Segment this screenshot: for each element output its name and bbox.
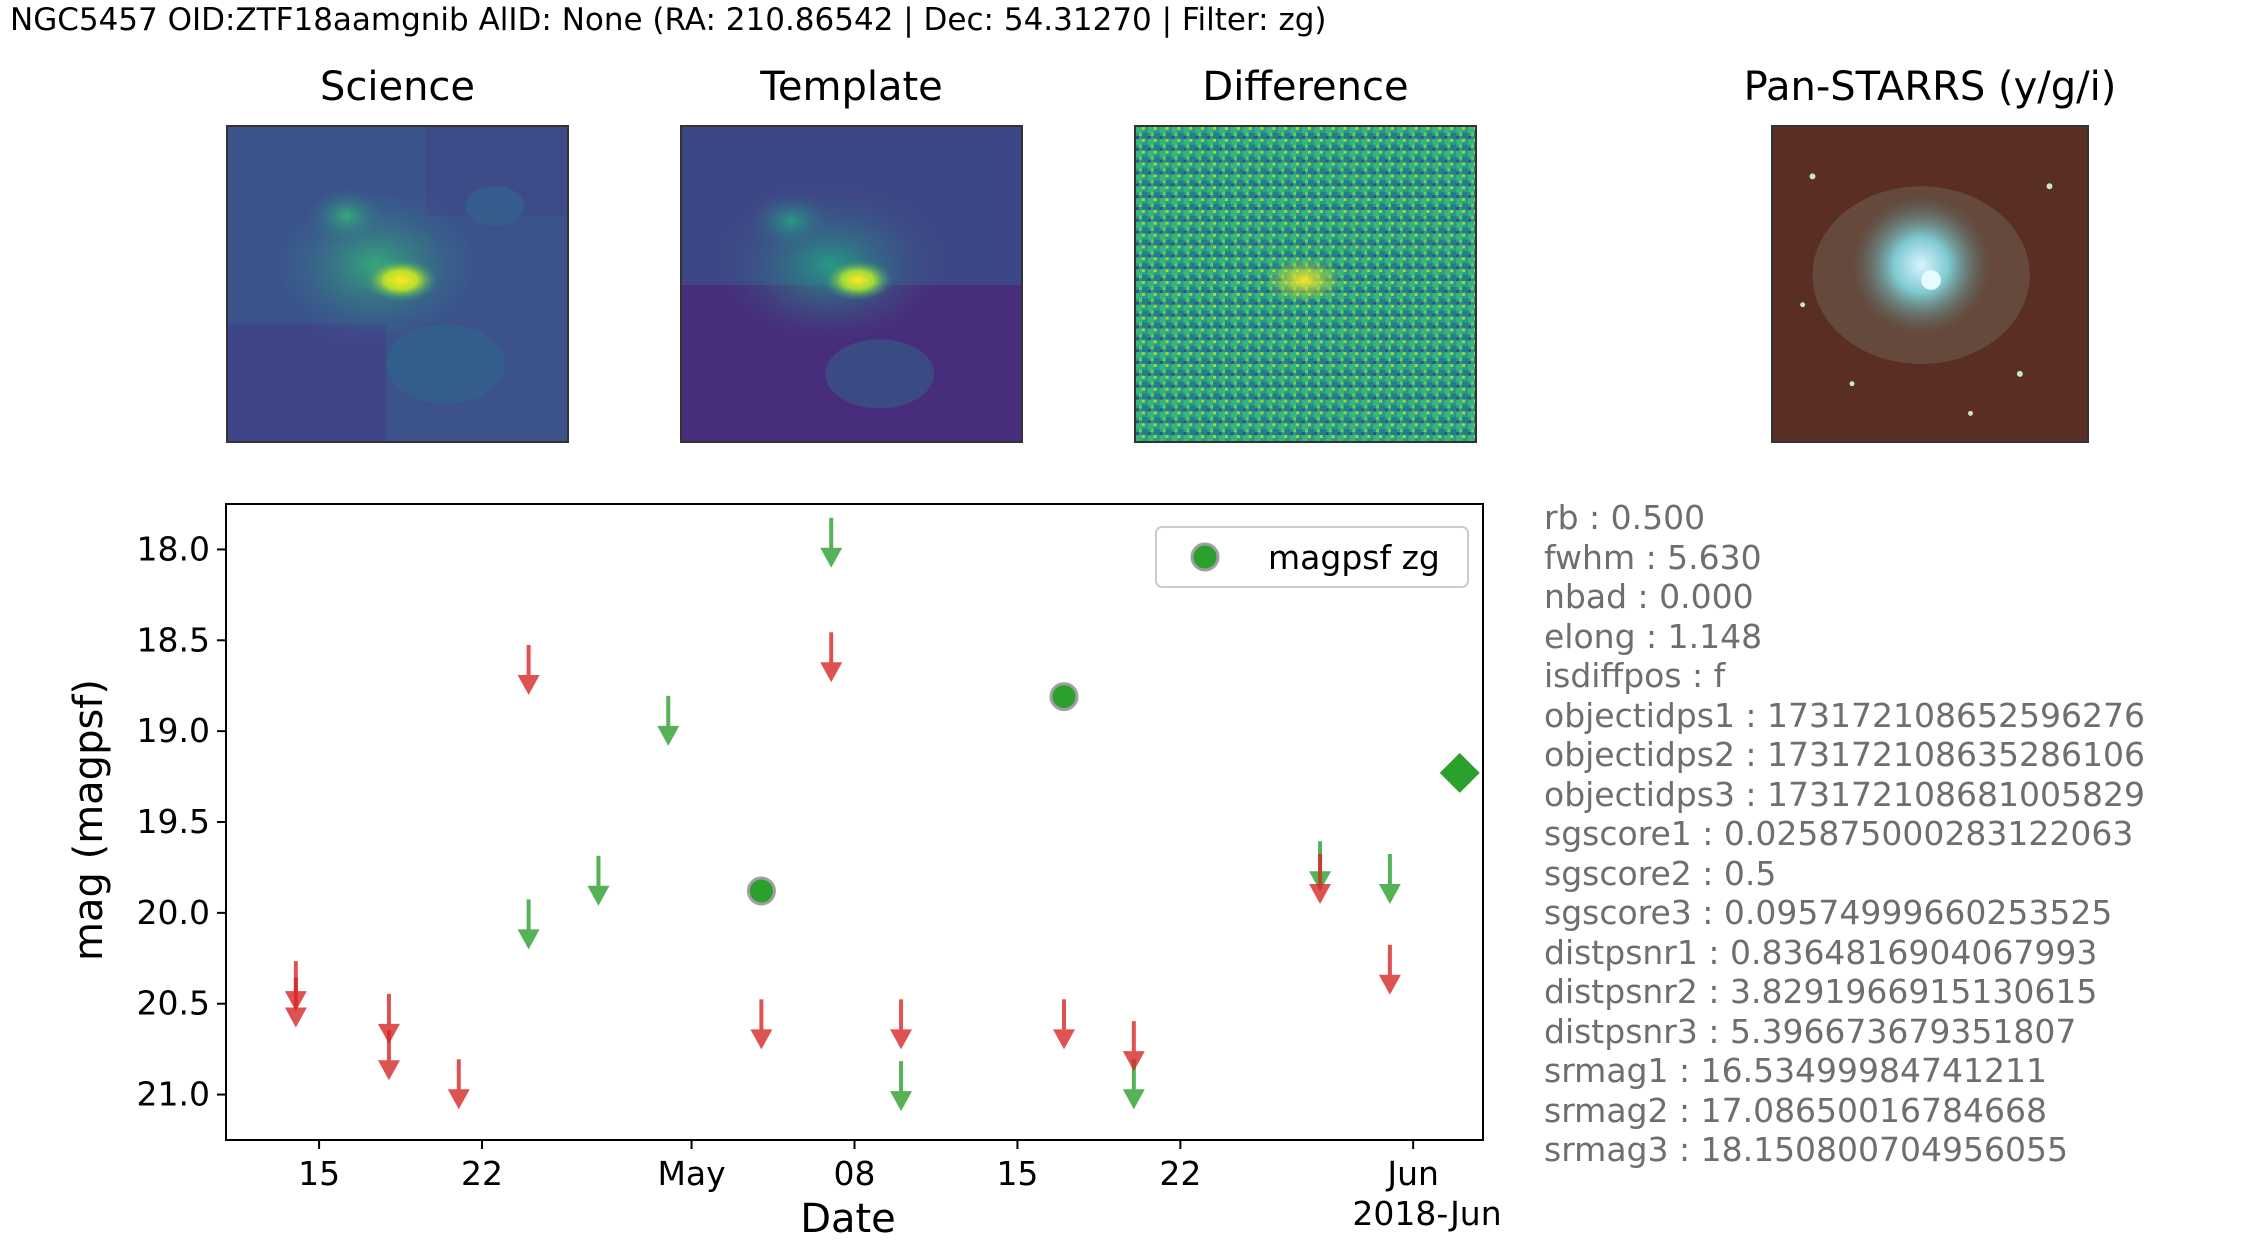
metadata-line: sgscore3 : 0.09574999660253525 <box>1544 893 2113 932</box>
panstarrs-title: Pan-STARRS (y/g/i) <box>1743 64 2117 110</box>
x-tick-label: 15 <box>996 1154 1038 1193</box>
upper-limit-arrow-red <box>1378 944 1401 995</box>
upper-limit-arrow-green <box>517 899 540 950</box>
metadata-line: fwhm : 5.630 <box>1544 537 1762 577</box>
y-tick-label: 19.5 <box>137 802 210 841</box>
metadata-line: srmag3 : 18.150800704956055 <box>1544 1130 2069 1169</box>
difference-title: Difference <box>1202 64 1409 110</box>
metadata-line: rb : 0.500 <box>1544 498 1706 537</box>
metadata-line: sgscore1 : 0.025875000283122063 <box>1544 814 2134 853</box>
metadata-line: isdiffpos : f <box>1544 656 1726 695</box>
x-tick-label: 22 <box>1159 1154 1201 1193</box>
legend-box <box>1155 526 1469 588</box>
metadata-line: sgscore2 : 0.5 <box>1544 853 1777 893</box>
upper-limit-arrow-green <box>890 1061 913 1112</box>
science-cutout-image <box>226 125 569 443</box>
metadata-line: objectidps2 : 173172108635286106 <box>1544 735 2145 774</box>
latest-diamond-point <box>1439 752 1480 793</box>
chart-axes-frame <box>225 503 1484 1141</box>
difference-cutout-image <box>1134 125 1477 443</box>
y-tick-label: 18.0 <box>137 529 210 568</box>
upper-limit-arrow-red <box>447 1059 470 1110</box>
detection-point <box>746 876 776 906</box>
x-tick-label: 15 <box>298 1154 340 1193</box>
metadata-line: distpsnr1 : 0.8364816904067993 <box>1544 932 2098 972</box>
science-title: Science <box>319 64 476 110</box>
candidate-metadata-list: rb : 0.500 fwhm : 5.630 nbad : 0.000 elong … <box>1544 498 2145 1170</box>
upper-limit-arrow-green <box>657 695 680 746</box>
upper-limit-arrow-red <box>890 999 913 1050</box>
metadata-line: objectidps3 : 173172108681005829 <box>1544 774 2145 814</box>
template-cutout-image <box>680 125 1023 443</box>
upper-limit-arrow-red <box>284 977 307 1028</box>
legend-marker <box>1190 542 1220 572</box>
upper-limit-arrow-red <box>820 632 843 683</box>
upper-limit-arrow-red <box>750 999 773 1050</box>
chart-x-axis-label: Date <box>800 1196 896 1242</box>
metadata-line: distpsnr2 : 3.8291966915130615 <box>1544 972 2098 1011</box>
legend-label: magpsf zg <box>1268 538 1440 577</box>
chart-x-offset-label: 2018-Jun <box>1352 1194 1501 1233</box>
metadata-line: distpsnr3 : 5.396673679351807 <box>1544 1011 2077 1051</box>
chart-legend: magpsf zg <box>1155 526 1469 588</box>
y-tick-label: 21.0 <box>137 1075 210 1114</box>
y-tick-label: 20.0 <box>137 893 210 932</box>
x-tick-label: 08 <box>834 1154 876 1193</box>
y-tick-label: 20.5 <box>137 984 210 1023</box>
detection-point <box>1049 682 1079 712</box>
y-tick-label: 18.5 <box>137 620 210 659</box>
upper-limit-arrow-green <box>1378 853 1401 904</box>
metadata-line: srmag1 : 16.53499984741211 <box>1544 1051 2048 1090</box>
metadata-line: srmag2 : 17.08650016784668 <box>1544 1090 2048 1130</box>
template-title: Template <box>760 64 943 110</box>
chart-y-axis-label: mag (magpsf) <box>66 679 112 961</box>
upper-limit-arrow-green <box>587 855 610 906</box>
x-tick-label: Jun <box>1385 1154 1439 1193</box>
x-tick-label: May <box>657 1154 725 1193</box>
y-tick-label: 19.0 <box>137 711 210 750</box>
panstarrs-cutout-image <box>1771 125 2089 443</box>
upper-limit-arrow-red <box>517 644 540 695</box>
x-tick-label: 22 <box>461 1154 503 1193</box>
metadata-line: elong : 1.148 <box>1544 616 1763 656</box>
upper-limit-arrow-red <box>1053 999 1075 1050</box>
upper-limit-arrow-red <box>1309 853 1332 904</box>
upper-limit-arrow-red <box>1122 1021 1145 1072</box>
upper-limit-arrow-red <box>377 1030 400 1081</box>
upper-limit-arrow-green <box>820 517 843 568</box>
metadata-line: objectidps1 : 173172108652596276 <box>1544 695 2145 735</box>
metadata-line: nbad : 0.000 <box>1544 577 1754 616</box>
header-title: NGC5457 OID:ZTF18aamgnib AlID: None (RA:… <box>10 2 1327 38</box>
